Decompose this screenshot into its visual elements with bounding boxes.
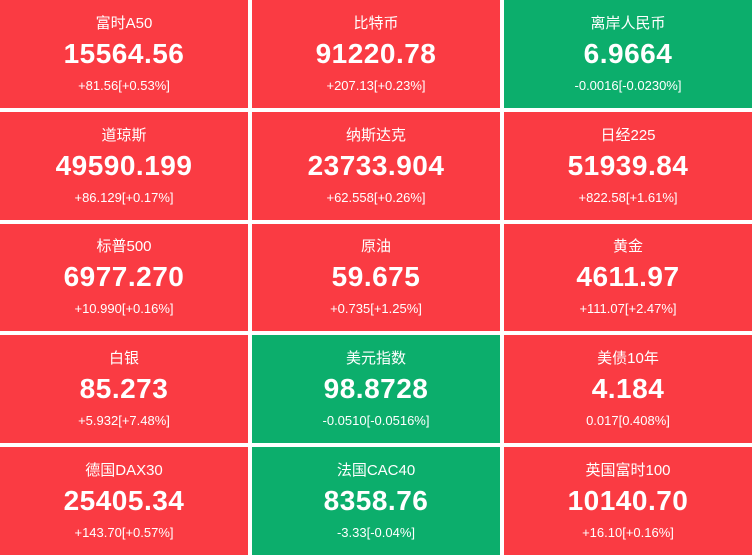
instrument-name: 比特币 — [353, 14, 399, 32]
instrument-name: 日经225 — [600, 126, 656, 144]
instrument-change: +10.990[+0.16%] — [74, 301, 174, 317]
instrument-change: +5.932[+7.48%] — [78, 413, 170, 429]
market-tile-up[interactable]: 标普500 6977.270 +10.990[+0.16%] — [0, 223, 248, 332]
instrument-value: 4.184 — [591, 373, 665, 405]
market-tile-up[interactable]: 纳斯达克 23733.904 +62.558[+0.26%] — [252, 111, 500, 220]
instrument-name: 白银 — [108, 350, 139, 368]
instrument-name: 德国DAX30 — [85, 462, 163, 480]
instrument-change: +207.13[+0.23%] — [326, 77, 426, 93]
market-tile-up[interactable]: 道琼斯 49590.199 +86.129[+0.17%] — [0, 111, 248, 220]
instrument-name: 原油 — [360, 238, 391, 256]
market-tile-down[interactable]: 法国CAC40 8358.76 -3.33[-0.04%] — [252, 447, 500, 555]
instrument-name: 美元指数 — [345, 350, 406, 368]
instrument-change: 0.017[0.408%] — [586, 413, 670, 429]
market-tile-down[interactable]: 离岸人民币 6.9664 -0.0016[-0.0230%] — [504, 0, 752, 108]
instrument-change: +62.558[+0.26%] — [326, 189, 426, 205]
market-tile-up[interactable]: 白银 85.273 +5.932[+7.48%] — [0, 335, 248, 444]
instrument-value: 91220.78 — [315, 37, 437, 69]
instrument-change: +0.735[+1.25%] — [330, 301, 422, 317]
instrument-value: 23733.904 — [307, 149, 445, 181]
market-tile-up[interactable]: 德国DAX30 25405.34 +143.70[+0.57%] — [0, 447, 248, 555]
instrument-name: 道琼斯 — [101, 126, 147, 144]
instrument-change: -3.33[-0.04%] — [336, 525, 416, 541]
instrument-name: 黄金 — [612, 238, 643, 256]
market-tile-up[interactable]: 英国富时100 10140.70 +16.10[+0.16%] — [504, 447, 752, 555]
instrument-change: +86.129[+0.17%] — [74, 189, 174, 205]
instrument-value: 6.9664 — [583, 37, 673, 69]
instrument-name: 纳斯达克 — [345, 126, 406, 144]
instrument-name: 英国富时100 — [585, 462, 671, 480]
instrument-value: 8358.76 — [323, 485, 429, 517]
instrument-value: 85.273 — [79, 373, 169, 405]
market-tile-up[interactable]: 黄金 4611.97 +111.07[+2.47%] — [504, 223, 752, 332]
instrument-name: 富时A50 — [95, 14, 153, 32]
instrument-change: +81.56[+0.53%] — [78, 77, 170, 93]
instrument-value: 98.8728 — [323, 373, 429, 405]
instrument-change: +16.10[+0.16%] — [582, 525, 674, 541]
market-tile-up[interactable]: 富时A50 15564.56 +81.56[+0.53%] — [0, 0, 248, 108]
instrument-value: 6977.270 — [63, 261, 185, 293]
instrument-value: 59.675 — [331, 261, 421, 293]
market-tile-down[interactable]: 美元指数 98.8728 -0.0510[-0.0516%] — [252, 335, 500, 444]
instrument-value: 4611.97 — [576, 261, 680, 293]
instrument-name: 标普500 — [96, 238, 152, 256]
instrument-name: 法国CAC40 — [336, 462, 416, 480]
instrument-name: 离岸人民币 — [590, 14, 666, 32]
instrument-value: 51939.84 — [567, 149, 689, 181]
instrument-change: -0.0016[-0.0230%] — [574, 77, 682, 93]
market-tile-up[interactable]: 原油 59.675 +0.735[+1.25%] — [252, 223, 500, 332]
instrument-change: +822.58[+1.61%] — [578, 189, 678, 205]
instrument-value: 15564.56 — [63, 37, 185, 69]
instrument-value: 49590.199 — [55, 149, 193, 181]
instrument-change: +143.70[+0.57%] — [74, 525, 174, 541]
instrument-name: 美债10年 — [597, 350, 659, 368]
instrument-value: 10140.70 — [567, 485, 689, 517]
instrument-change: -0.0510[-0.0516%] — [322, 413, 430, 429]
market-tile-up[interactable]: 美债10年 4.184 0.017[0.408%] — [504, 335, 752, 444]
instrument-value: 25405.34 — [63, 485, 185, 517]
market-tile-up[interactable]: 日经225 51939.84 +822.58[+1.61%] — [504, 111, 752, 220]
instrument-change: +111.07[+2.47%] — [579, 301, 677, 317]
market-tile-up[interactable]: 比特币 91220.78 +207.13[+0.23%] — [252, 0, 500, 108]
